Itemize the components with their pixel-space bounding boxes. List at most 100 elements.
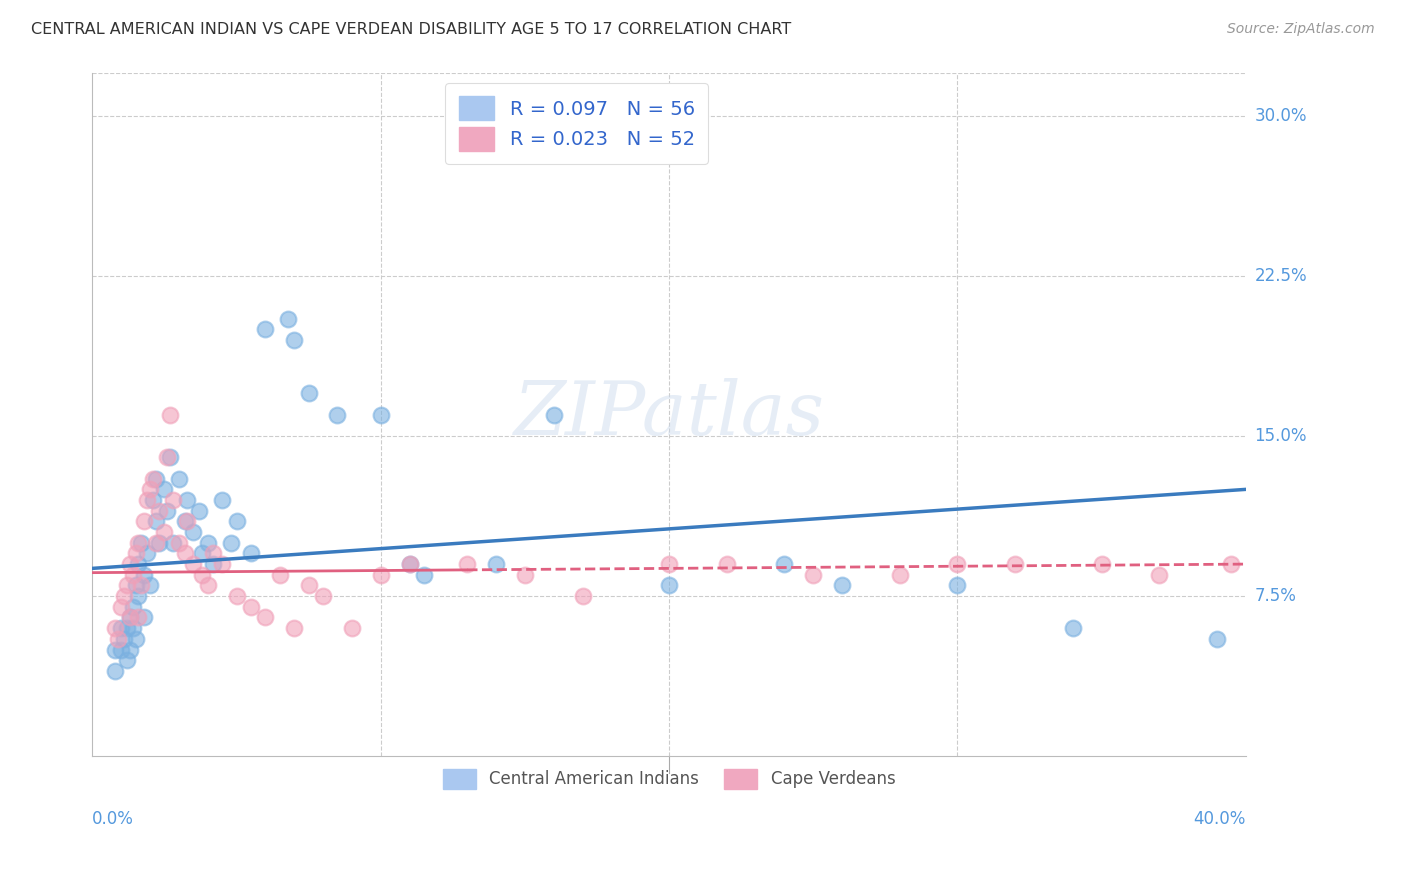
- Point: [159, 450, 181, 465]
- Point: [136, 493, 159, 508]
- Point: [110, 599, 132, 614]
- Point: [716, 557, 738, 571]
- Point: [107, 632, 129, 646]
- Point: [176, 515, 198, 529]
- Point: [211, 493, 233, 508]
- Point: [115, 621, 138, 635]
- Text: Source: ZipAtlas.com: Source: ZipAtlas.com: [1227, 22, 1375, 37]
- Point: [124, 632, 146, 646]
- Point: [269, 567, 291, 582]
- Point: [191, 567, 214, 582]
- Point: [115, 578, 138, 592]
- Point: [110, 642, 132, 657]
- Point: [1091, 557, 1114, 571]
- Text: 0.0%: 0.0%: [93, 810, 134, 828]
- Point: [148, 504, 170, 518]
- Point: [831, 578, 853, 592]
- Point: [191, 546, 214, 560]
- Text: 7.5%: 7.5%: [1254, 587, 1296, 605]
- Point: [277, 311, 299, 326]
- Point: [118, 557, 141, 571]
- Point: [946, 578, 969, 592]
- Point: [162, 493, 184, 508]
- Point: [254, 610, 277, 624]
- Point: [145, 472, 167, 486]
- Point: [456, 557, 478, 571]
- Point: [142, 472, 165, 486]
- Point: [211, 557, 233, 571]
- Point: [121, 599, 143, 614]
- Point: [159, 408, 181, 422]
- Point: [1062, 621, 1084, 635]
- Point: [1220, 557, 1243, 571]
- Point: [658, 578, 681, 592]
- Text: 30.0%: 30.0%: [1254, 107, 1308, 125]
- Point: [134, 515, 156, 529]
- Point: [167, 472, 190, 486]
- Point: [946, 557, 969, 571]
- Point: [312, 589, 335, 603]
- Point: [513, 567, 536, 582]
- Point: [326, 408, 349, 422]
- Point: [219, 535, 242, 549]
- Point: [104, 621, 127, 635]
- Point: [239, 546, 262, 560]
- Point: [148, 535, 170, 549]
- Text: 40.0%: 40.0%: [1194, 810, 1246, 828]
- Point: [283, 621, 305, 635]
- Point: [181, 557, 204, 571]
- Point: [153, 524, 176, 539]
- Point: [485, 557, 508, 571]
- Point: [225, 589, 247, 603]
- Point: [225, 515, 247, 529]
- Point: [145, 515, 167, 529]
- Point: [153, 483, 176, 497]
- Point: [104, 642, 127, 657]
- Point: [118, 642, 141, 657]
- Point: [173, 515, 195, 529]
- Point: [118, 610, 141, 624]
- Text: CENTRAL AMERICAN INDIAN VS CAPE VERDEAN DISABILITY AGE 5 TO 17 CORRELATION CHART: CENTRAL AMERICAN INDIAN VS CAPE VERDEAN …: [31, 22, 792, 37]
- Text: 22.5%: 22.5%: [1254, 267, 1308, 285]
- Point: [134, 567, 156, 582]
- Point: [142, 493, 165, 508]
- Point: [773, 557, 796, 571]
- Point: [156, 450, 179, 465]
- Point: [176, 493, 198, 508]
- Point: [370, 567, 392, 582]
- Point: [571, 589, 593, 603]
- Point: [283, 333, 305, 347]
- Point: [112, 632, 135, 646]
- Point: [139, 578, 162, 592]
- Point: [127, 589, 149, 603]
- Point: [136, 546, 159, 560]
- Point: [413, 567, 436, 582]
- Point: [121, 567, 143, 582]
- Point: [202, 557, 225, 571]
- Point: [145, 535, 167, 549]
- Point: [127, 535, 149, 549]
- Point: [167, 535, 190, 549]
- Point: [1149, 567, 1171, 582]
- Point: [118, 610, 141, 624]
- Legend: Central American Indians, Cape Verdeans: Central American Indians, Cape Verdeans: [436, 762, 903, 796]
- Point: [139, 483, 162, 497]
- Point: [124, 546, 146, 560]
- Point: [889, 567, 911, 582]
- Point: [121, 621, 143, 635]
- Point: [340, 621, 363, 635]
- Point: [131, 578, 153, 592]
- Point: [181, 524, 204, 539]
- Point: [112, 589, 135, 603]
- Point: [104, 664, 127, 678]
- Point: [131, 535, 153, 549]
- Point: [197, 578, 219, 592]
- Point: [124, 578, 146, 592]
- Point: [297, 386, 319, 401]
- Point: [658, 557, 681, 571]
- Text: 15.0%: 15.0%: [1254, 427, 1308, 445]
- Point: [127, 610, 149, 624]
- Point: [188, 504, 211, 518]
- Point: [297, 578, 319, 592]
- Text: ZIPatlas: ZIPatlas: [513, 378, 824, 450]
